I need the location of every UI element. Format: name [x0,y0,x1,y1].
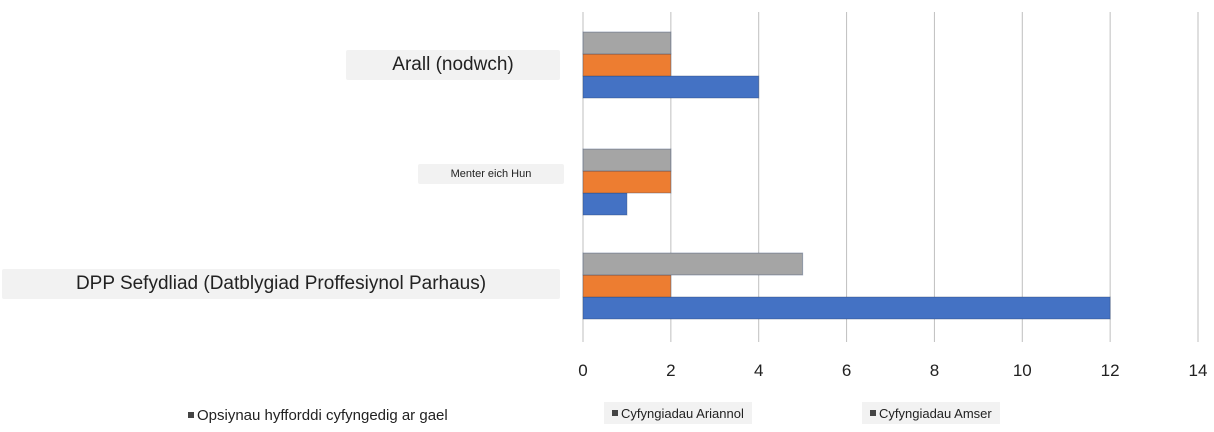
bar [582,148,672,172]
x-tick-label: 4 [754,361,763,380]
category-label: Menter eich Hun [418,164,564,184]
legend-label: Cyfyngiadau Ariannol [621,405,744,421]
x-tick-label: 0 [578,361,587,380]
legend-item: Cyfyngiadau Amser [862,402,1000,424]
bar [582,53,672,77]
gridlines [582,12,1199,342]
category-label: DPP Sefydliad (Datblygiad Proffesiynol P… [2,269,560,299]
bars [582,31,1111,320]
legend-item: Opsiynau hyfforddi cyfyngedig ar gael [180,404,456,426]
bar [582,296,1111,320]
x-tick-labels: 0 2 4 6 8 10 12 14 [578,361,1207,380]
x-tick-label: 10 [1013,361,1032,380]
x-tick-label: 2 [666,361,675,380]
legend-marker-icon [612,410,618,416]
x-tick-label: 12 [1101,361,1120,380]
category-label: Arall (nodwch) [346,50,560,80]
legend-item: Cyfyngiadau Ariannol [604,402,752,424]
legend-label: Cyfyngiadau Amser [879,405,992,421]
legend-marker-icon [188,412,194,418]
bar [582,75,760,99]
x-tick-label: 6 [842,361,851,380]
bar [582,170,672,194]
legend-label: Opsiynau hyfforddi cyfyngedig ar gael [197,406,448,424]
bar [582,252,804,276]
bar [582,31,672,55]
x-tick-label: 8 [930,361,939,380]
legend-marker-icon [870,410,876,416]
bar [582,274,672,298]
x-tick-label: 14 [1189,361,1208,380]
bar [582,192,628,216]
